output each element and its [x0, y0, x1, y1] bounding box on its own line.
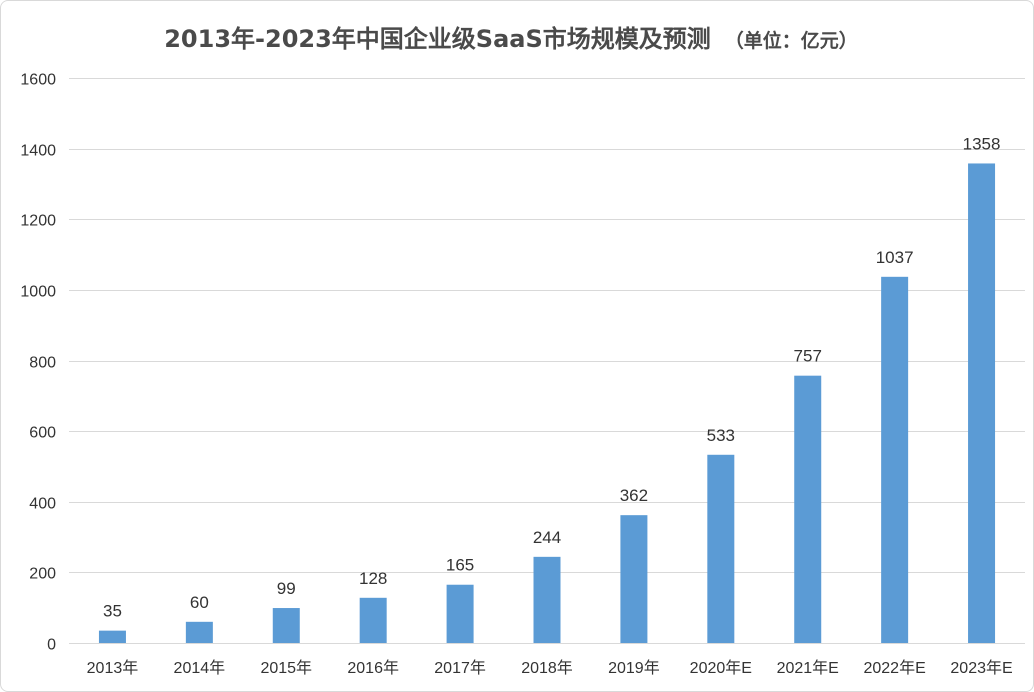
bar — [533, 556, 561, 643]
y-tick-label: 0 — [47, 637, 56, 654]
x-tick-label: 2015年 — [260, 659, 312, 677]
data-label: 362 — [620, 486, 648, 505]
bars — [98, 163, 996, 643]
bar — [794, 375, 822, 643]
x-tick-label: 2016年 — [347, 659, 399, 677]
data-label: 165 — [446, 556, 474, 575]
bar — [98, 630, 126, 643]
bar — [881, 276, 909, 643]
bar — [968, 163, 996, 643]
data-label: 60 — [190, 593, 209, 612]
data-label: 35 — [103, 602, 122, 621]
y-tick-label: 1600 — [20, 72, 56, 89]
x-tick-label: 2019年 — [608, 659, 660, 677]
y-tick-label: 600 — [29, 425, 56, 442]
bar — [446, 584, 474, 643]
bar — [359, 597, 387, 643]
x-tick-label: 2021年E — [777, 659, 839, 677]
bar — [185, 621, 213, 643]
x-axis-ticks: 2013年 2014年 2015年 2016年 2017年 2018年 2019年 2020年… — [87, 659, 1013, 677]
data-labels: 35 60 99 128 165 244 362 533 757 1037 1358 — [103, 134, 1000, 620]
x-tick-label: 2022年E — [863, 659, 925, 677]
chart-title: 2013年-2023年中国企业级SaaS市场规模及预测 （单位：亿元） — [1, 19, 1021, 54]
chart-title-text: 2013年-2023年中国企业级SaaS市场规模及预测 — [164, 25, 711, 53]
bar — [707, 454, 735, 643]
y-tick-label: 400 — [29, 496, 56, 513]
y-tick-label: 1200 — [20, 213, 56, 230]
y-tick-label: 1000 — [20, 284, 56, 301]
data-label: 244 — [533, 528, 561, 547]
data-label: 757 — [794, 347, 822, 366]
data-label: 1037 — [876, 248, 914, 267]
data-label: 533 — [707, 426, 735, 445]
y-tick-label: 1400 — [20, 143, 56, 160]
chart-unit: （单位：亿元） — [724, 30, 858, 52]
data-label: 1358 — [963, 134, 1001, 153]
x-tick-label: 2020年E — [690, 659, 752, 677]
data-label: 99 — [277, 579, 296, 598]
bar — [272, 608, 300, 643]
x-tick-label: 2014年 — [174, 659, 226, 677]
bar — [620, 515, 648, 643]
x-tick-label: 2013年 — [87, 659, 139, 677]
x-tick-label: 2023年E — [950, 659, 1012, 677]
x-tick-label: 2018年 — [521, 659, 573, 677]
y-tick-label: 800 — [29, 355, 56, 372]
data-label: 128 — [359, 569, 387, 588]
y-tick-label: 200 — [29, 566, 56, 583]
x-tick-label: 2017年 — [434, 659, 486, 677]
gridlines — [69, 78, 1025, 644]
y-axis-ticks: 0 200 400 600 800 1000 1200 1400 1600 — [20, 72, 56, 654]
